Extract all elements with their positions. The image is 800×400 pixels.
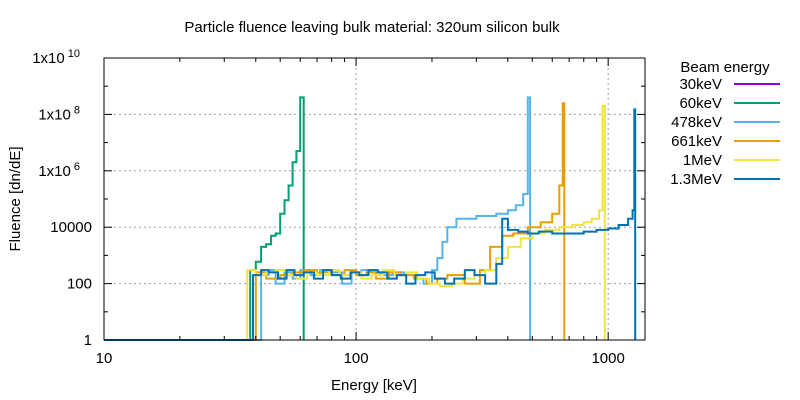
y-tick-label-base: 1x10: [38, 163, 71, 180]
legend-entry-label: 478keV: [671, 114, 722, 131]
y-tick-label-exponent: 10: [68, 48, 80, 60]
series-line-60kev: [104, 96, 305, 341]
x-axis-title: Energy [keV]: [331, 377, 417, 394]
y-tick-label-exponent: 8: [74, 104, 80, 116]
y-tick-label: 1x10 8: [38, 104, 80, 123]
legend-entry-label: 1MeV: [683, 152, 722, 169]
x-tick-label: 1000: [591, 350, 624, 367]
y-tick-label: 1: [84, 332, 92, 349]
y-tick-label: 100: [67, 276, 92, 293]
series-layer: [104, 96, 637, 341]
y-tick-label-base: 1x10: [32, 50, 65, 67]
x-tick-label: 100: [344, 350, 369, 367]
y-tick-label-exponent: 6: [74, 161, 80, 173]
legend-entry-label: 60keV: [679, 95, 722, 112]
y-tick-label: 10000: [50, 219, 92, 236]
legend-title: Beam energy: [680, 59, 770, 76]
legend-entry-label: 1.3MeV: [670, 171, 722, 188]
legend: Beam energy 30keV 60keV 478keV 661keV 1MeV 1.…: [670, 59, 780, 188]
y-tick-label: 1x10 6: [38, 161, 80, 180]
y-tick-label-base: 1x10: [38, 106, 71, 123]
legend-entry-label: 661keV: [671, 133, 722, 150]
y-tick-label: 1x10 10: [32, 48, 80, 67]
grid: [104, 58, 645, 340]
chart-title: Particle fluence leaving bulk material: …: [184, 19, 560, 36]
x-tick-label: 10: [96, 350, 113, 367]
series-line-1-3mev: [104, 108, 637, 341]
y-axis-title: Fluence [dn/dE]: [7, 146, 24, 251]
legend-entry-label: 30keV: [679, 76, 722, 93]
